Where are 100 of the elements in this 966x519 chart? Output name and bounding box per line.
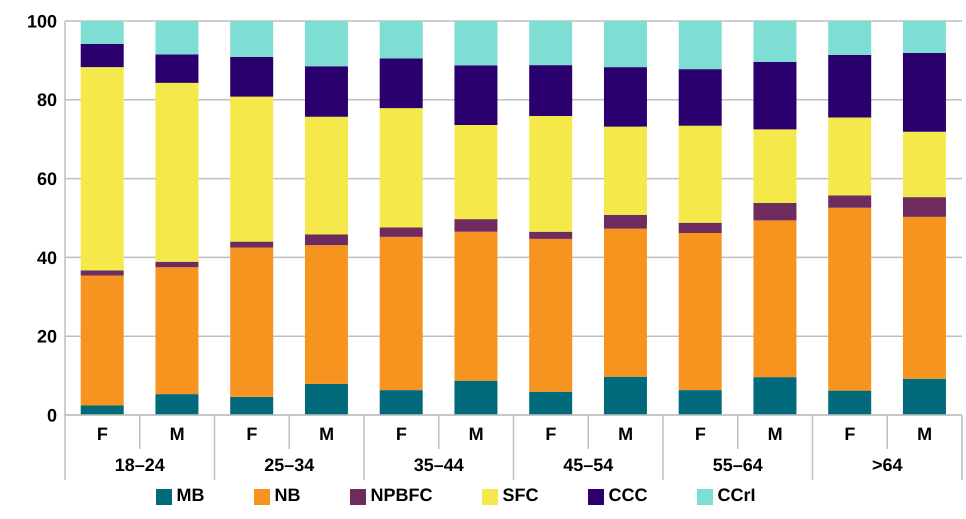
bar: [828, 196, 872, 208]
bar: [902, 21, 946, 53]
bar: [902, 216, 946, 379]
bar: [753, 377, 796, 415]
bar: [753, 203, 796, 220]
bar: [80, 276, 124, 406]
legend-label: NPBFC: [370, 485, 432, 505]
bar: [304, 234, 348, 246]
text: 25–34: [264, 455, 314, 475]
bar: [80, 44, 124, 68]
text: 55–64: [712, 455, 763, 475]
bar: [678, 126, 722, 223]
bar: [753, 129, 796, 204]
bar: [902, 132, 946, 198]
x-tick-label: M: [618, 424, 634, 444]
bar: [230, 396, 274, 415]
x-tick-label: M: [319, 424, 334, 444]
bar: [454, 380, 498, 415]
bar: [454, 21, 498, 66]
bar: [155, 54, 198, 83]
bar: [529, 392, 572, 415]
bar: [230, 56, 274, 97]
x-tick-label: M: [468, 424, 484, 444]
bar: [828, 118, 872, 196]
bar: [678, 232, 722, 390]
bar: [155, 267, 198, 394]
x-tick-label: F: [844, 424, 856, 444]
bar: [529, 21, 572, 66]
bar: [753, 21, 796, 62]
bar: [304, 384, 348, 415]
x-tick-label: F: [694, 424, 706, 444]
legend-label: NB: [274, 485, 300, 505]
bar: [454, 125, 498, 220]
text: 18–24: [114, 455, 165, 475]
bar: [678, 222, 722, 233]
legend-label: CCrI: [717, 485, 756, 505]
x-tick-label: F: [396, 424, 407, 444]
bar: [753, 62, 796, 130]
bar: [380, 227, 423, 237]
y-tick-label: 80: [36, 90, 57, 110]
bar: [529, 238, 572, 392]
bar: [155, 262, 198, 268]
bar: [230, 242, 274, 248]
bar: [80, 67, 124, 270]
bar: [678, 21, 722, 70]
y-tick-label: 20: [36, 326, 57, 347]
bar: [304, 116, 348, 235]
bar: [304, 245, 348, 384]
x-tick-label: M: [917, 424, 932, 444]
x-tick-label: M: [170, 424, 185, 444]
bar: [529, 65, 572, 116]
legend-label: SFC: [502, 485, 538, 505]
bar: [604, 126, 647, 215]
bar: [380, 236, 423, 390]
bar: [902, 197, 946, 217]
bar: [454, 66, 498, 126]
bar: [380, 390, 423, 415]
x-tick-label: F: [246, 424, 258, 444]
bar: [380, 58, 423, 108]
bar: [828, 208, 872, 391]
y-tick-label: 40: [36, 248, 57, 268]
y-tick-label: 0: [46, 405, 57, 426]
bar: [828, 54, 872, 118]
bar: [902, 52, 946, 132]
text: 45–54: [563, 455, 614, 475]
bar: [828, 390, 872, 415]
bar: [604, 214, 647, 229]
bar: [230, 96, 274, 242]
bar: [529, 232, 572, 239]
legend-label: CCC: [608, 485, 648, 505]
bar: [678, 69, 722, 126]
bar: [604, 21, 647, 68]
y-tick-label: 60: [36, 168, 57, 189]
bar: [155, 21, 198, 54]
bar: [454, 219, 498, 232]
text: 35–44: [414, 455, 464, 475]
bar: [380, 108, 423, 228]
bar: [380, 21, 423, 58]
bar: [80, 406, 124, 415]
bar: [230, 21, 274, 57]
bar: [80, 21, 124, 44]
bar: [604, 67, 647, 127]
bar: [155, 394, 198, 415]
x-tick-label: M: [768, 424, 783, 444]
legend-label: MB: [176, 485, 204, 505]
bar: [902, 378, 946, 415]
bar: [155, 82, 198, 262]
bar: [304, 21, 348, 66]
bar: [678, 390, 722, 415]
text: >64: [872, 455, 903, 475]
bar: [753, 220, 796, 378]
bar: [529, 116, 572, 232]
y-tick-label: 100: [26, 11, 57, 32]
bar: [604, 228, 647, 377]
bar: [230, 248, 274, 397]
bar: [828, 21, 872, 55]
bar: [454, 232, 498, 381]
x-tick-label: F: [96, 424, 108, 444]
bar: [304, 66, 348, 117]
bar: [604, 376, 647, 415]
